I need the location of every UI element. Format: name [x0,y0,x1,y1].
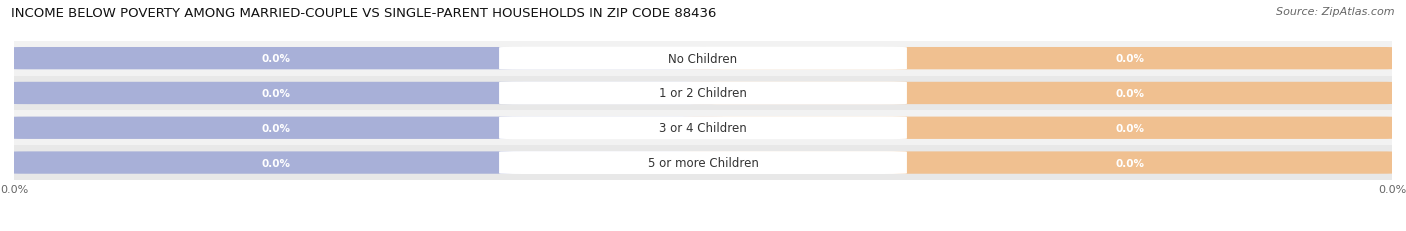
FancyBboxPatch shape [682,48,1399,70]
Text: Source: ZipAtlas.com: Source: ZipAtlas.com [1277,7,1395,17]
Text: 0.0%: 0.0% [262,88,291,99]
FancyBboxPatch shape [499,82,907,105]
Text: 3 or 4 Children: 3 or 4 Children [659,122,747,135]
FancyBboxPatch shape [682,117,1399,139]
Text: 0.0%: 0.0% [262,123,291,133]
FancyBboxPatch shape [682,152,1399,174]
Text: 5 or more Children: 5 or more Children [648,156,758,169]
Text: 1 or 2 Children: 1 or 2 Children [659,87,747,100]
Text: 0.0%: 0.0% [262,158,291,168]
FancyBboxPatch shape [7,117,724,139]
Bar [14,42,1392,76]
FancyBboxPatch shape [7,82,724,105]
Text: 0.0%: 0.0% [1115,88,1144,99]
Text: 0.0%: 0.0% [1115,123,1144,133]
Text: 0.0%: 0.0% [1115,158,1144,168]
Bar [14,146,1392,180]
FancyBboxPatch shape [7,48,724,70]
Text: INCOME BELOW POVERTY AMONG MARRIED-COUPLE VS SINGLE-PARENT HOUSEHOLDS IN ZIP COD: INCOME BELOW POVERTY AMONG MARRIED-COUPL… [11,7,717,20]
Text: 0.0%: 0.0% [262,54,291,64]
FancyBboxPatch shape [499,48,907,70]
Bar [14,76,1392,111]
Text: No Children: No Children [668,52,738,65]
Text: 0.0%: 0.0% [1115,54,1144,64]
Bar [14,111,1392,146]
FancyBboxPatch shape [499,117,907,140]
FancyBboxPatch shape [499,152,907,174]
FancyBboxPatch shape [7,152,724,174]
FancyBboxPatch shape [682,82,1399,105]
